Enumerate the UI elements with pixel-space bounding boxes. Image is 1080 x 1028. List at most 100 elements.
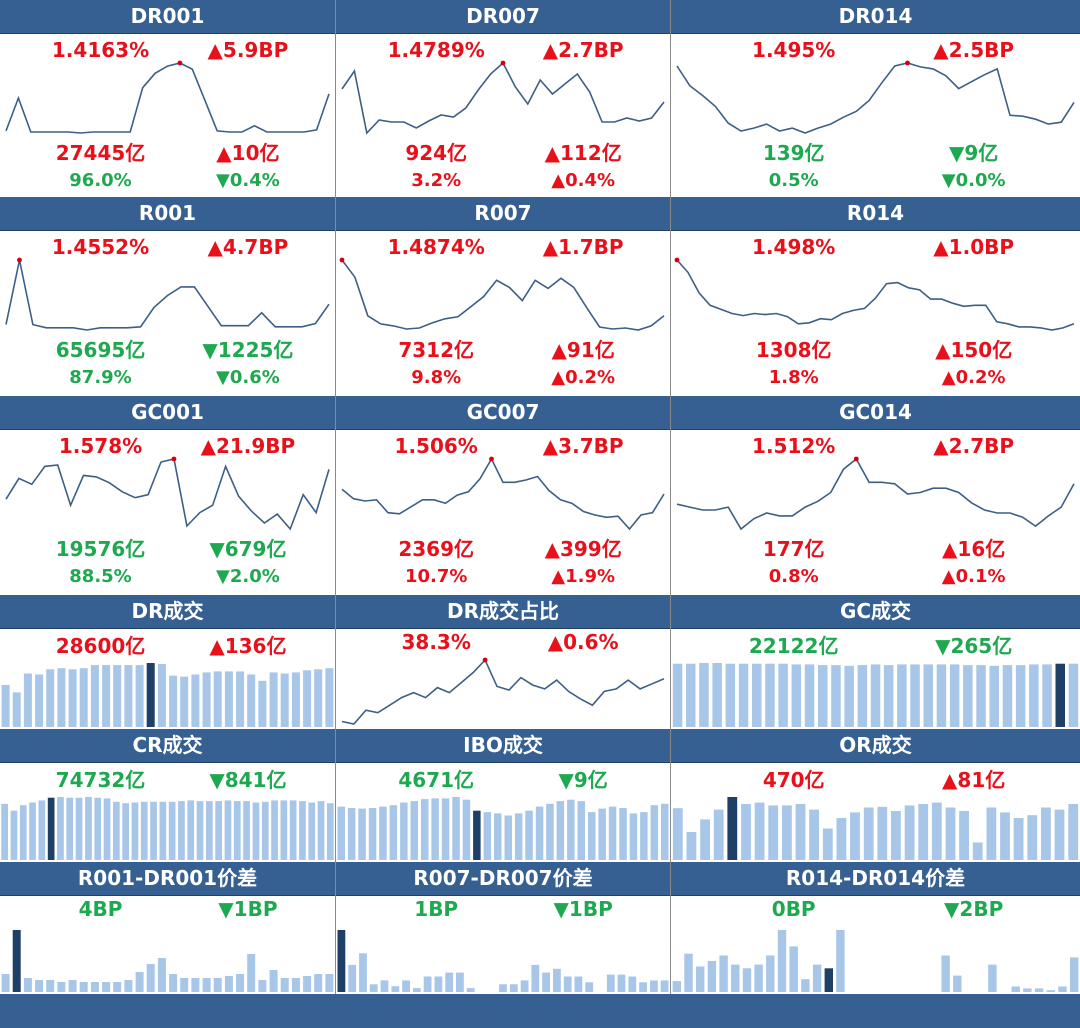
bar <box>103 798 111 860</box>
bar <box>113 665 122 727</box>
series-line <box>676 62 1075 134</box>
rate-change: ▲2.7BP <box>542 38 624 62</box>
bar <box>308 802 316 860</box>
rate-change: ▲4.7BP <box>207 235 289 259</box>
bar <box>23 978 32 992</box>
panel-gc_volume: GC成交 22122亿 ▼265亿 <box>671 595 1080 729</box>
bar <box>712 663 722 727</box>
bar-latest <box>337 930 346 992</box>
bar <box>696 966 705 992</box>
bar <box>577 801 585 860</box>
bar <box>791 664 802 727</box>
bar <box>79 668 88 727</box>
bar <box>410 801 418 860</box>
bar <box>686 832 697 860</box>
bar <box>1 803 8 860</box>
bar <box>877 806 888 860</box>
bar <box>752 663 762 727</box>
bar <box>57 668 66 727</box>
rate-change: ▲1.7BP <box>542 235 624 259</box>
bar <box>777 930 787 992</box>
chart-spread_014 <box>672 930 1079 992</box>
bar <box>628 976 637 992</box>
bar <box>466 988 475 992</box>
bar <box>686 663 696 727</box>
bar <box>574 976 583 992</box>
chart-dr_share <box>341 657 665 725</box>
bar <box>187 800 195 860</box>
bar <box>672 981 681 992</box>
latest-point-marker <box>482 657 488 663</box>
bar <box>412 988 421 992</box>
panel-title: GC014 <box>671 396 1080 430</box>
bar <box>650 805 659 860</box>
bar <box>520 980 529 992</box>
rate-value: 1.498% <box>752 235 836 259</box>
bar <box>535 806 544 860</box>
bar <box>202 978 211 992</box>
bar <box>79 982 88 992</box>
panel-title: R014 <box>671 197 1080 231</box>
bar <box>327 803 334 860</box>
series-line <box>341 61 665 135</box>
footer-bar <box>0 994 1080 1028</box>
bar <box>180 676 189 727</box>
chart-gc014 <box>676 456 1075 531</box>
bar <box>661 803 669 860</box>
bar <box>445 972 454 992</box>
bar <box>280 673 289 727</box>
bar <box>325 974 334 992</box>
bar <box>836 818 847 860</box>
panel-gc007: GC007 1.506% ▲3.7BP 2369亿 ▲399亿 10.7% ▲1.9% <box>336 396 671 595</box>
bar <box>850 812 860 860</box>
bar <box>812 964 822 992</box>
change-value: ▼1BP <box>218 897 278 921</box>
chart-r014 <box>674 257 1075 331</box>
panel-title: R007-DR007价差 <box>336 862 670 896</box>
bar <box>90 982 99 992</box>
bar <box>157 664 166 727</box>
panel-ibo_volume: IBO成交 4671亿 ▼9亿 <box>336 729 671 862</box>
chart-dr001 <box>5 60 330 134</box>
bar <box>146 964 155 992</box>
change-value: ▼1BP <box>553 897 613 921</box>
bar <box>494 813 502 860</box>
volume-change: ▲10亿 <box>216 141 280 165</box>
main-value: 38.3% <box>401 630 471 654</box>
bar <box>85 797 92 860</box>
chart-dr_volume <box>1 663 334 727</box>
bar <box>213 978 222 992</box>
bar <box>66 797 74 860</box>
share-change: ▲0.1% <box>941 566 1006 587</box>
bar <box>1002 665 1013 727</box>
volume-value: 139亿 <box>762 141 825 165</box>
bar <box>904 805 915 860</box>
latest-point-marker <box>853 456 859 462</box>
bar <box>94 797 102 860</box>
share-change: ▼0.0% <box>941 170 1006 191</box>
bar <box>191 978 200 992</box>
share-value: 3.2% <box>411 170 462 191</box>
bar <box>897 664 907 727</box>
panel-title: DR014 <box>671 0 1080 34</box>
main-value: 22122亿 <box>748 634 839 658</box>
bar <box>863 807 874 860</box>
share-change: ▲0.2% <box>941 367 1006 388</box>
bar <box>1058 986 1067 992</box>
bar <box>707 961 717 992</box>
bar <box>531 964 540 992</box>
bar <box>314 669 323 727</box>
bar <box>741 804 751 860</box>
series-line <box>341 658 665 725</box>
bar <box>936 664 947 727</box>
bar <box>976 665 986 727</box>
bar <box>102 665 111 727</box>
main-value: 74732亿 <box>55 768 146 792</box>
bar <box>742 968 752 992</box>
bar <box>10 810 18 860</box>
bar <box>258 680 267 727</box>
panel-cr_volume: CR成交 74732亿 ▼841亿 <box>0 729 336 862</box>
bar <box>831 665 841 727</box>
panel-r001: R001 1.4552% ▲4.7BP 65695亿 ▼1225亿 87.9% ▼0.6% <box>0 197 336 396</box>
bar <box>556 801 565 860</box>
